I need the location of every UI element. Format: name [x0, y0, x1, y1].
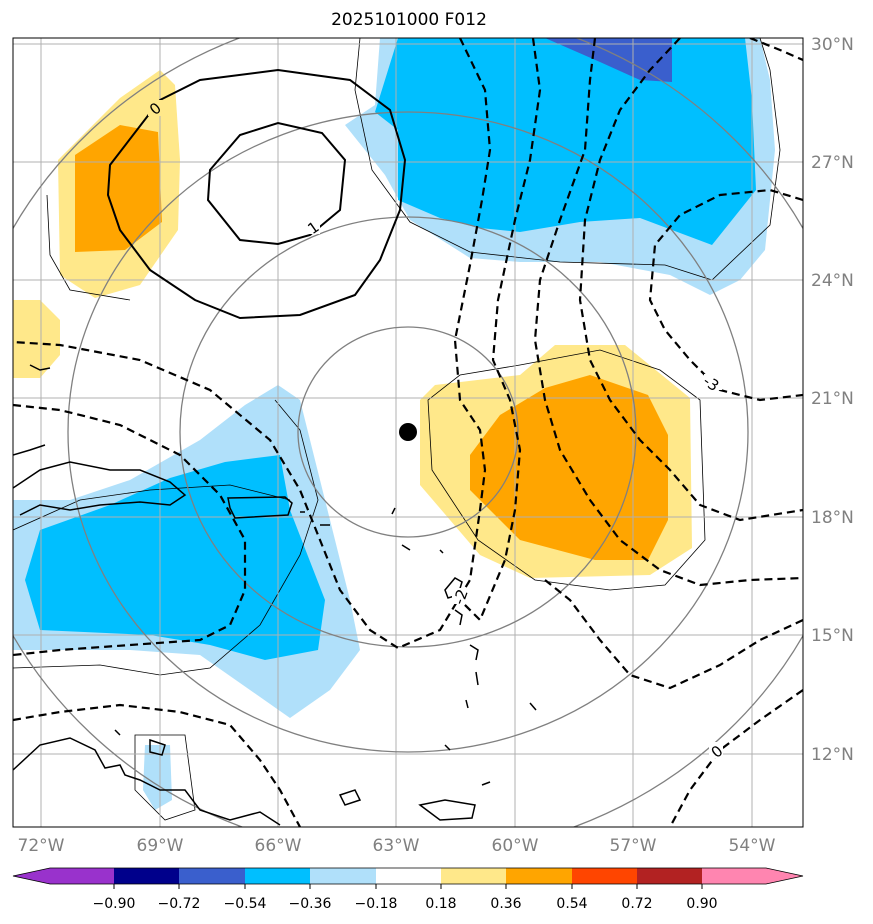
storm-center-marker [399, 423, 417, 441]
shading-layer [13, 38, 775, 810]
colorbar-min-extend [13, 868, 50, 884]
lat-tick: 24°N [811, 271, 854, 291]
map-content: 0 1 -3 -2 0 [13, 38, 803, 827]
negative-anomaly-north [375, 38, 756, 245]
colorbar-label: −0.18 [355, 896, 398, 912]
dashed-contours [13, 38, 803, 827]
contour-label-0-south: 0 [708, 742, 727, 762]
coastlines [13, 364, 537, 826]
lon-tick: 69°W [137, 836, 184, 856]
contour-minus3 [648, 188, 803, 402]
lat-tick: 21°N [811, 389, 854, 409]
lon-tick: 57°W [610, 836, 657, 856]
contour-0-solid [106, 68, 407, 320]
lat-tick: 30°N [811, 35, 854, 55]
lon-tick: 63°W [373, 836, 420, 856]
contour-0-dashed [669, 689, 803, 827]
colorbar: −0.90 −0.72 −0.54 −0.36 −0.18 0.18 0.36 … [12, 867, 804, 912]
negative-anomaly-light-south [143, 745, 172, 810]
colorbar-label: 0.36 [490, 896, 521, 912]
range-rings [13, 38, 803, 827]
colorbar-label: 0.90 [686, 896, 717, 912]
lat-tick: 18°N [811, 508, 854, 528]
positive-anomaly-light-west [13, 300, 60, 378]
lon-tick: 66°W [255, 836, 302, 856]
lon-tick: 60°W [492, 836, 539, 856]
lat-tick-labels: 30°N 27°N 24°N 21°N 18°N 15°N 12°N [811, 35, 854, 765]
colorbar-label: 0.18 [425, 896, 456, 912]
colorbar-label: −0.90 [93, 896, 136, 912]
hispaniola-coast [13, 461, 187, 516]
puerto-rico-coast [227, 496, 293, 519]
contour-labels: 0 1 -3 -2 0 [146, 99, 727, 762]
lat-tick: 27°N [811, 153, 854, 173]
colorbar-label: −0.36 [289, 896, 332, 912]
lon-tick: 54°W [729, 836, 776, 856]
lon-tick-labels: 72°W 69°W 66°W 63°W 60°W 57°W 54°W [18, 836, 776, 856]
contour-label-minus2: -2 [450, 587, 472, 607]
lon-tick: 72°W [18, 836, 65, 856]
map-title: 2025101000 F012 [331, 10, 487, 30]
colorbar-label: −0.72 [158, 896, 201, 912]
colorbar-label: −0.54 [224, 896, 267, 912]
contour-1-solid [206, 121, 347, 246]
cuba-tip-coast [13, 444, 46, 456]
negative-anomaly-sw [25, 455, 325, 660]
positive-anomaly-nw [75, 125, 162, 252]
south-america-coast [13, 737, 281, 826]
colorbar-label: 0.72 [621, 896, 652, 912]
gridlines [13, 38, 803, 827]
colorbar-max-extend [766, 868, 803, 884]
map-frame [12, 37, 804, 828]
negative-anomaly-dark-north [545, 38, 672, 82]
colorbar-label: 0.54 [556, 896, 587, 912]
lat-tick: 15°N [811, 626, 854, 646]
solid-contours [106, 68, 407, 320]
thin-contours [13, 38, 781, 821]
lat-tick: 12°N [811, 745, 854, 765]
